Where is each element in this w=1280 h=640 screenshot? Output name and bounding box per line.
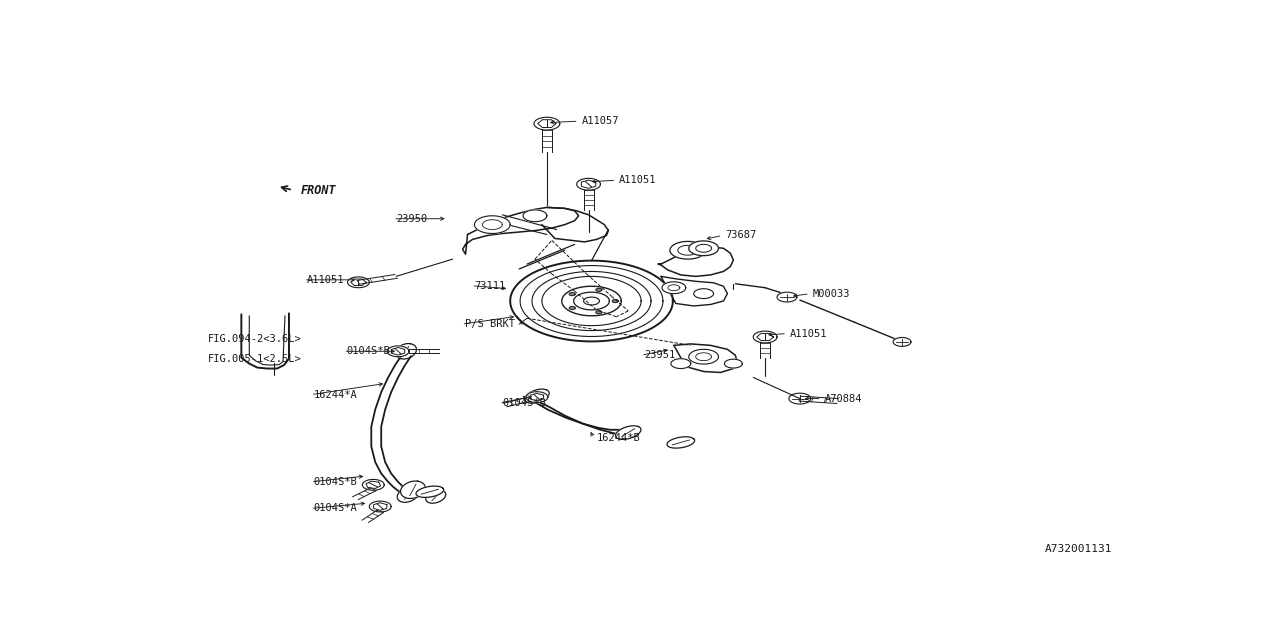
Polygon shape [596, 311, 602, 314]
Polygon shape [370, 501, 392, 512]
Polygon shape [511, 260, 673, 341]
Polygon shape [401, 481, 425, 499]
Text: A732001131: A732001131 [1044, 544, 1112, 554]
Text: FIG.005-1<2.5L>: FIG.005-1<2.5L> [207, 354, 301, 364]
Polygon shape [397, 487, 419, 502]
Text: 23951: 23951 [644, 350, 676, 360]
Text: A11051: A11051 [307, 275, 344, 285]
Text: FRONT: FRONT [301, 184, 337, 196]
Text: 0104S*B: 0104S*B [314, 477, 357, 487]
Text: M00033: M00033 [813, 289, 850, 299]
Polygon shape [596, 288, 602, 291]
Text: 73111: 73111 [475, 281, 506, 291]
Text: 0104S*B: 0104S*B [347, 346, 390, 356]
Polygon shape [667, 437, 695, 448]
Polygon shape [662, 282, 686, 294]
Polygon shape [616, 426, 641, 440]
Text: P/S BRKT: P/S BRKT [465, 319, 515, 329]
Polygon shape [893, 337, 911, 346]
Text: 16244*A: 16244*A [314, 390, 357, 399]
Polygon shape [724, 359, 742, 368]
Text: 16244*B: 16244*B [596, 433, 640, 443]
Text: 23950: 23950 [396, 214, 428, 224]
Text: A11051: A11051 [620, 175, 657, 186]
Text: 0104S*A: 0104S*A [314, 504, 357, 513]
Polygon shape [534, 117, 559, 130]
Polygon shape [387, 346, 410, 356]
Text: FIG.094-2<3.6L>: FIG.094-2<3.6L> [207, 334, 301, 344]
Polygon shape [524, 210, 547, 221]
Text: A11051: A11051 [790, 328, 827, 339]
Polygon shape [753, 331, 777, 343]
Polygon shape [475, 216, 511, 234]
Polygon shape [694, 289, 713, 298]
Polygon shape [788, 393, 810, 404]
Text: 0104S*B: 0104S*B [502, 398, 547, 408]
Polygon shape [689, 241, 718, 256]
Polygon shape [426, 490, 445, 503]
Text: A70884: A70884 [824, 394, 863, 404]
Polygon shape [416, 486, 444, 497]
Polygon shape [612, 300, 618, 303]
Polygon shape [584, 297, 599, 305]
Text: 73687: 73687 [726, 230, 756, 241]
Polygon shape [777, 292, 797, 302]
Polygon shape [689, 349, 718, 364]
Polygon shape [526, 392, 548, 403]
Polygon shape [347, 277, 370, 288]
Polygon shape [570, 292, 575, 296]
Text: A11057: A11057 [581, 116, 620, 126]
Polygon shape [562, 286, 621, 316]
Polygon shape [669, 241, 705, 259]
Polygon shape [671, 358, 691, 369]
Polygon shape [570, 307, 575, 310]
Polygon shape [396, 344, 416, 359]
Polygon shape [525, 389, 549, 403]
Polygon shape [577, 179, 600, 190]
Polygon shape [362, 479, 384, 490]
